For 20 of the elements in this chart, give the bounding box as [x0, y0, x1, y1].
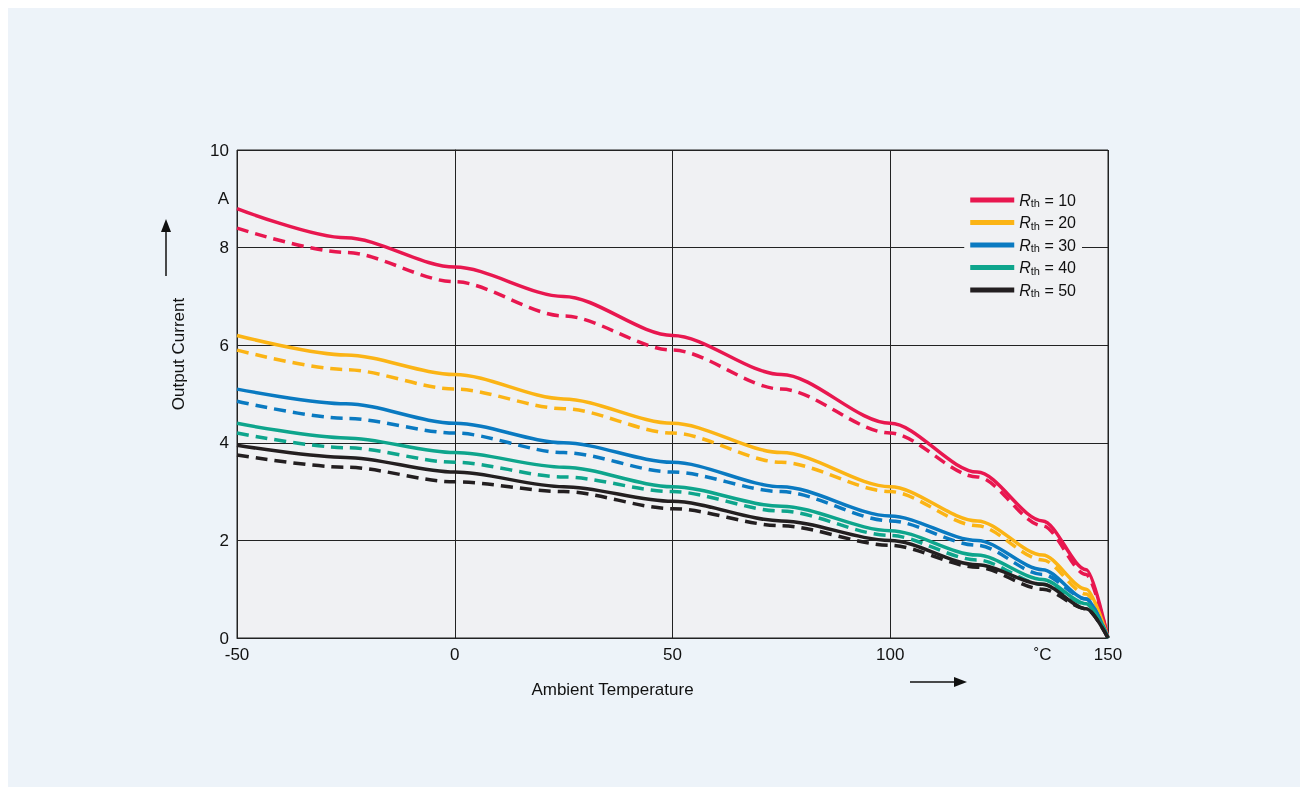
legend-label: Rth = 50 — [1019, 281, 1077, 299]
y-axis-title: Output Current — [169, 297, 188, 411]
x-tick-label: -50 — [224, 645, 250, 664]
y-tick-label: 8 — [219, 238, 229, 258]
legend-label: Rth = 20 — [1019, 214, 1077, 232]
x-tick-label: ˚C — [1033, 645, 1052, 664]
y-tick-label: 4 — [219, 433, 229, 453]
legend-label: Rth = 30 — [1019, 236, 1077, 254]
y-tick-label: 10 — [210, 140, 229, 160]
y-tick-label: 2 — [219, 530, 229, 550]
y-tick-label: 0 — [219, 628, 229, 648]
x-tick-label: 150 — [1093, 645, 1123, 664]
legend-label: Rth = 40 — [1019, 259, 1077, 277]
x-tick-label: 100 — [876, 645, 905, 664]
y-tick-label: 6 — [219, 335, 229, 355]
x-axis-title: Ambient Temperature — [531, 680, 694, 699]
legend-label: Rth = 10 — [1019, 191, 1077, 209]
x-tick-label: 50 — [663, 645, 682, 664]
y-tick-label: A — [217, 189, 230, 209]
x-tick-label: 0 — [450, 645, 460, 664]
